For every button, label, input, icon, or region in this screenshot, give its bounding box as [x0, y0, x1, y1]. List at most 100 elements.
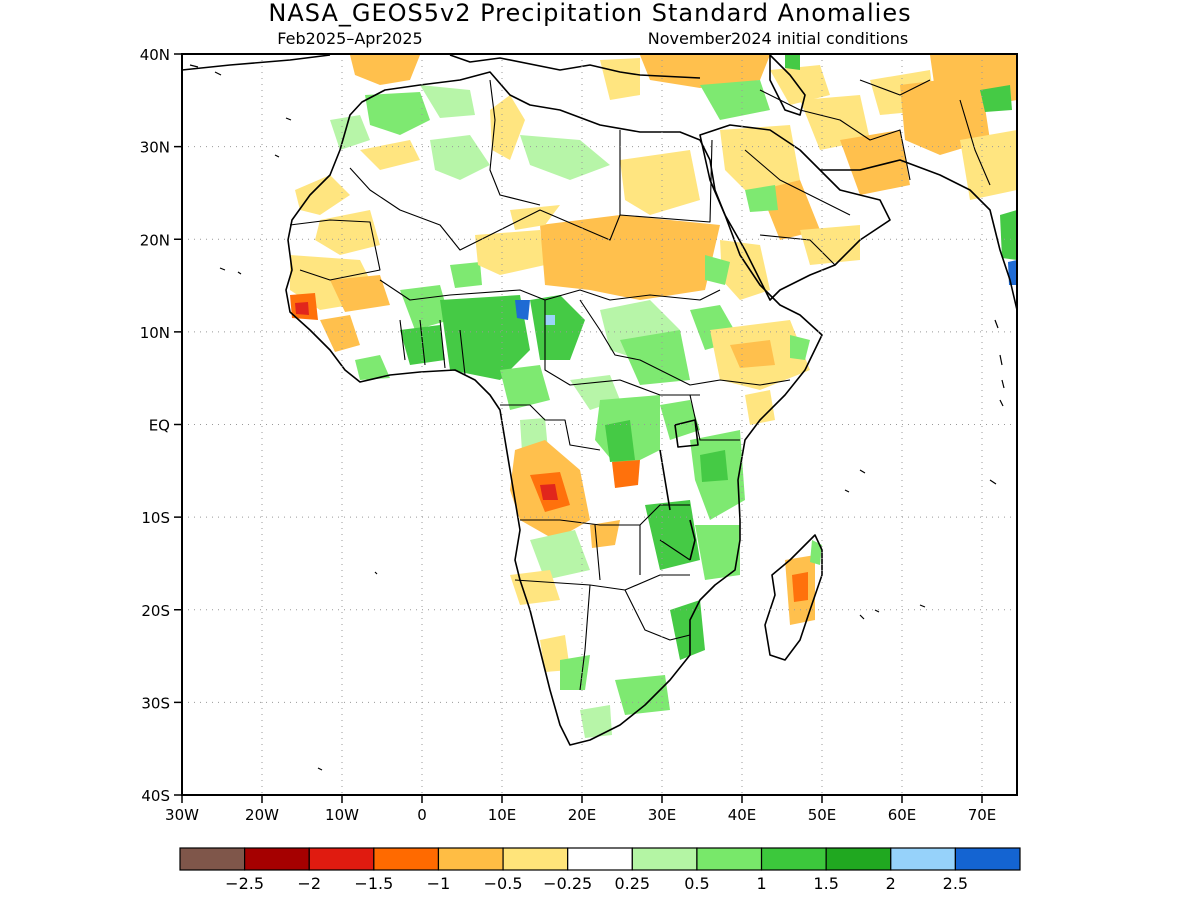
- colorbar-label: 0.5: [684, 874, 709, 893]
- anomaly-patch: [840, 130, 910, 195]
- anomaly-patch: [350, 55, 420, 85]
- anomaly-patch: [490, 95, 525, 160]
- lat-tick-label: 20S: [141, 602, 170, 620]
- anomaly-patch: [810, 540, 822, 565]
- colorbar-swatch: [696, 847, 763, 871]
- border-line: [744, 149, 851, 266]
- anomaly-patch: [520, 135, 610, 180]
- anomaly-patch: [545, 315, 555, 325]
- lat-tick-label: 10N: [140, 324, 170, 342]
- anomaly-patch: [1008, 260, 1017, 285]
- lat-tick-label: EQ: [149, 417, 170, 435]
- anomaly-patch: [315, 210, 380, 255]
- anomaly-patch: [515, 300, 530, 320]
- border-line: [289, 219, 381, 281]
- anomaly-patch: [580, 705, 612, 738]
- anomaly-patch: [540, 484, 558, 500]
- colorbar-swatch: [631, 847, 698, 871]
- border-line: [579, 299, 791, 386]
- anomaly-patch: [745, 390, 775, 425]
- anomaly-patch: [475, 230, 545, 275]
- anomaly-shading: [290, 55, 1017, 738]
- border-line: [594, 524, 691, 581]
- latitude-axis: 40N 30N 20N 10N EQ 10S 20S 30S 40S: [140, 46, 182, 805]
- anomaly-patch: [700, 450, 728, 482]
- colorbar-label: −1: [427, 874, 451, 893]
- anomaly-patch: [560, 655, 590, 690]
- anomaly-patch: [330, 275, 390, 312]
- anomaly-patch: [660, 400, 700, 440]
- border-line: [349, 139, 713, 251]
- colorbar-label: −0.5: [484, 874, 523, 893]
- anomaly-patch: [450, 262, 482, 288]
- colorbar-swatch: [890, 847, 956, 871]
- island: [189, 64, 292, 275]
- colorbar-swatch: [179, 847, 246, 871]
- border-line: [500, 404, 601, 451]
- anomaly-patch: [330, 115, 370, 150]
- anomaly-patch: [785, 55, 800, 70]
- lon-tick-label: 20E: [568, 806, 597, 824]
- anomaly-patch: [720, 125, 800, 195]
- anomaly-patch: [500, 365, 550, 410]
- anomaly-patch: [640, 55, 770, 88]
- colorbar-swatch: [373, 847, 440, 871]
- anomaly-patch: [645, 500, 700, 570]
- colorbar-label: −1.5: [354, 874, 393, 893]
- anomaly-patch: [700, 80, 770, 120]
- colorbar-label: −0.25: [543, 874, 592, 893]
- colorbar-swatch: [567, 847, 633, 871]
- anomaly-patch: [1000, 210, 1017, 260]
- lake-malawi: [689, 519, 696, 561]
- anomaly-patch: [800, 95, 870, 150]
- lat-tick-label: 30S: [141, 694, 170, 712]
- colorbar-swatch: [437, 847, 504, 871]
- lon-tick-label: 50E: [808, 806, 837, 824]
- anomaly-patch: [295, 302, 309, 315]
- lon-tick-label: 20W: [245, 806, 279, 824]
- border-line: [579, 584, 691, 691]
- anomaly-patch: [420, 85, 475, 118]
- anomaly-patch: [730, 340, 775, 368]
- colorbar-label: −2.5: [225, 874, 264, 893]
- lon-tick-label: 40E: [728, 806, 757, 824]
- anomaly-patch: [365, 92, 430, 135]
- anomaly-patch: [530, 530, 590, 580]
- anomaly-patch: [615, 675, 670, 715]
- border-line: [489, 79, 541, 206]
- lon-tick-label: 70E: [968, 806, 997, 824]
- anomaly-patch: [745, 185, 778, 212]
- anomaly-patch: [620, 150, 700, 215]
- anomaly-patch: [430, 135, 490, 180]
- colorbar-label: −2: [297, 874, 321, 893]
- colorbar-swatch: [308, 847, 375, 871]
- border-line: [379, 279, 721, 301]
- colorbar-label: 1.5: [813, 874, 838, 893]
- lake-victoria: [674, 419, 699, 448]
- anomaly-patch: [612, 460, 640, 488]
- lat-tick-label: 30N: [140, 139, 170, 157]
- anomaly-patch: [605, 420, 635, 462]
- longitude-axis: 30W 20W 10W 0 10E 20E 30E 40E 50E 60E 70E: [165, 795, 996, 824]
- border-line: [544, 300, 700, 396]
- map-title: NASA_GEOS5v2 Precipitation Standard Anom…: [268, 0, 911, 27]
- lat-tick-label: 40N: [140, 46, 170, 64]
- anomaly-patch: [510, 570, 560, 605]
- anomaly-patch: [705, 255, 730, 285]
- border-line: [959, 99, 991, 186]
- inland-sea: [769, 54, 806, 116]
- anomaly-patch: [600, 58, 640, 100]
- colorbar-label: 2.5: [943, 874, 968, 893]
- madagascar-coastline: [764, 534, 823, 661]
- anomaly-patch: [720, 240, 770, 300]
- island: [317, 571, 926, 771]
- lake-tanganyika: [659, 449, 671, 511]
- lon-tick-label: 10W: [325, 806, 359, 824]
- anomaly-patch: [770, 65, 830, 105]
- anomaly-patch: [360, 140, 420, 170]
- colorbar-swatch: [954, 847, 1021, 871]
- anomaly-patch: [440, 295, 530, 380]
- colorbar: −2.5 −2 −1.5 −1 −0.5 −0.25 0.25 0.5 1 1.5 2 2.5: [179, 847, 1021, 893]
- lon-tick-label: 60E: [888, 806, 917, 824]
